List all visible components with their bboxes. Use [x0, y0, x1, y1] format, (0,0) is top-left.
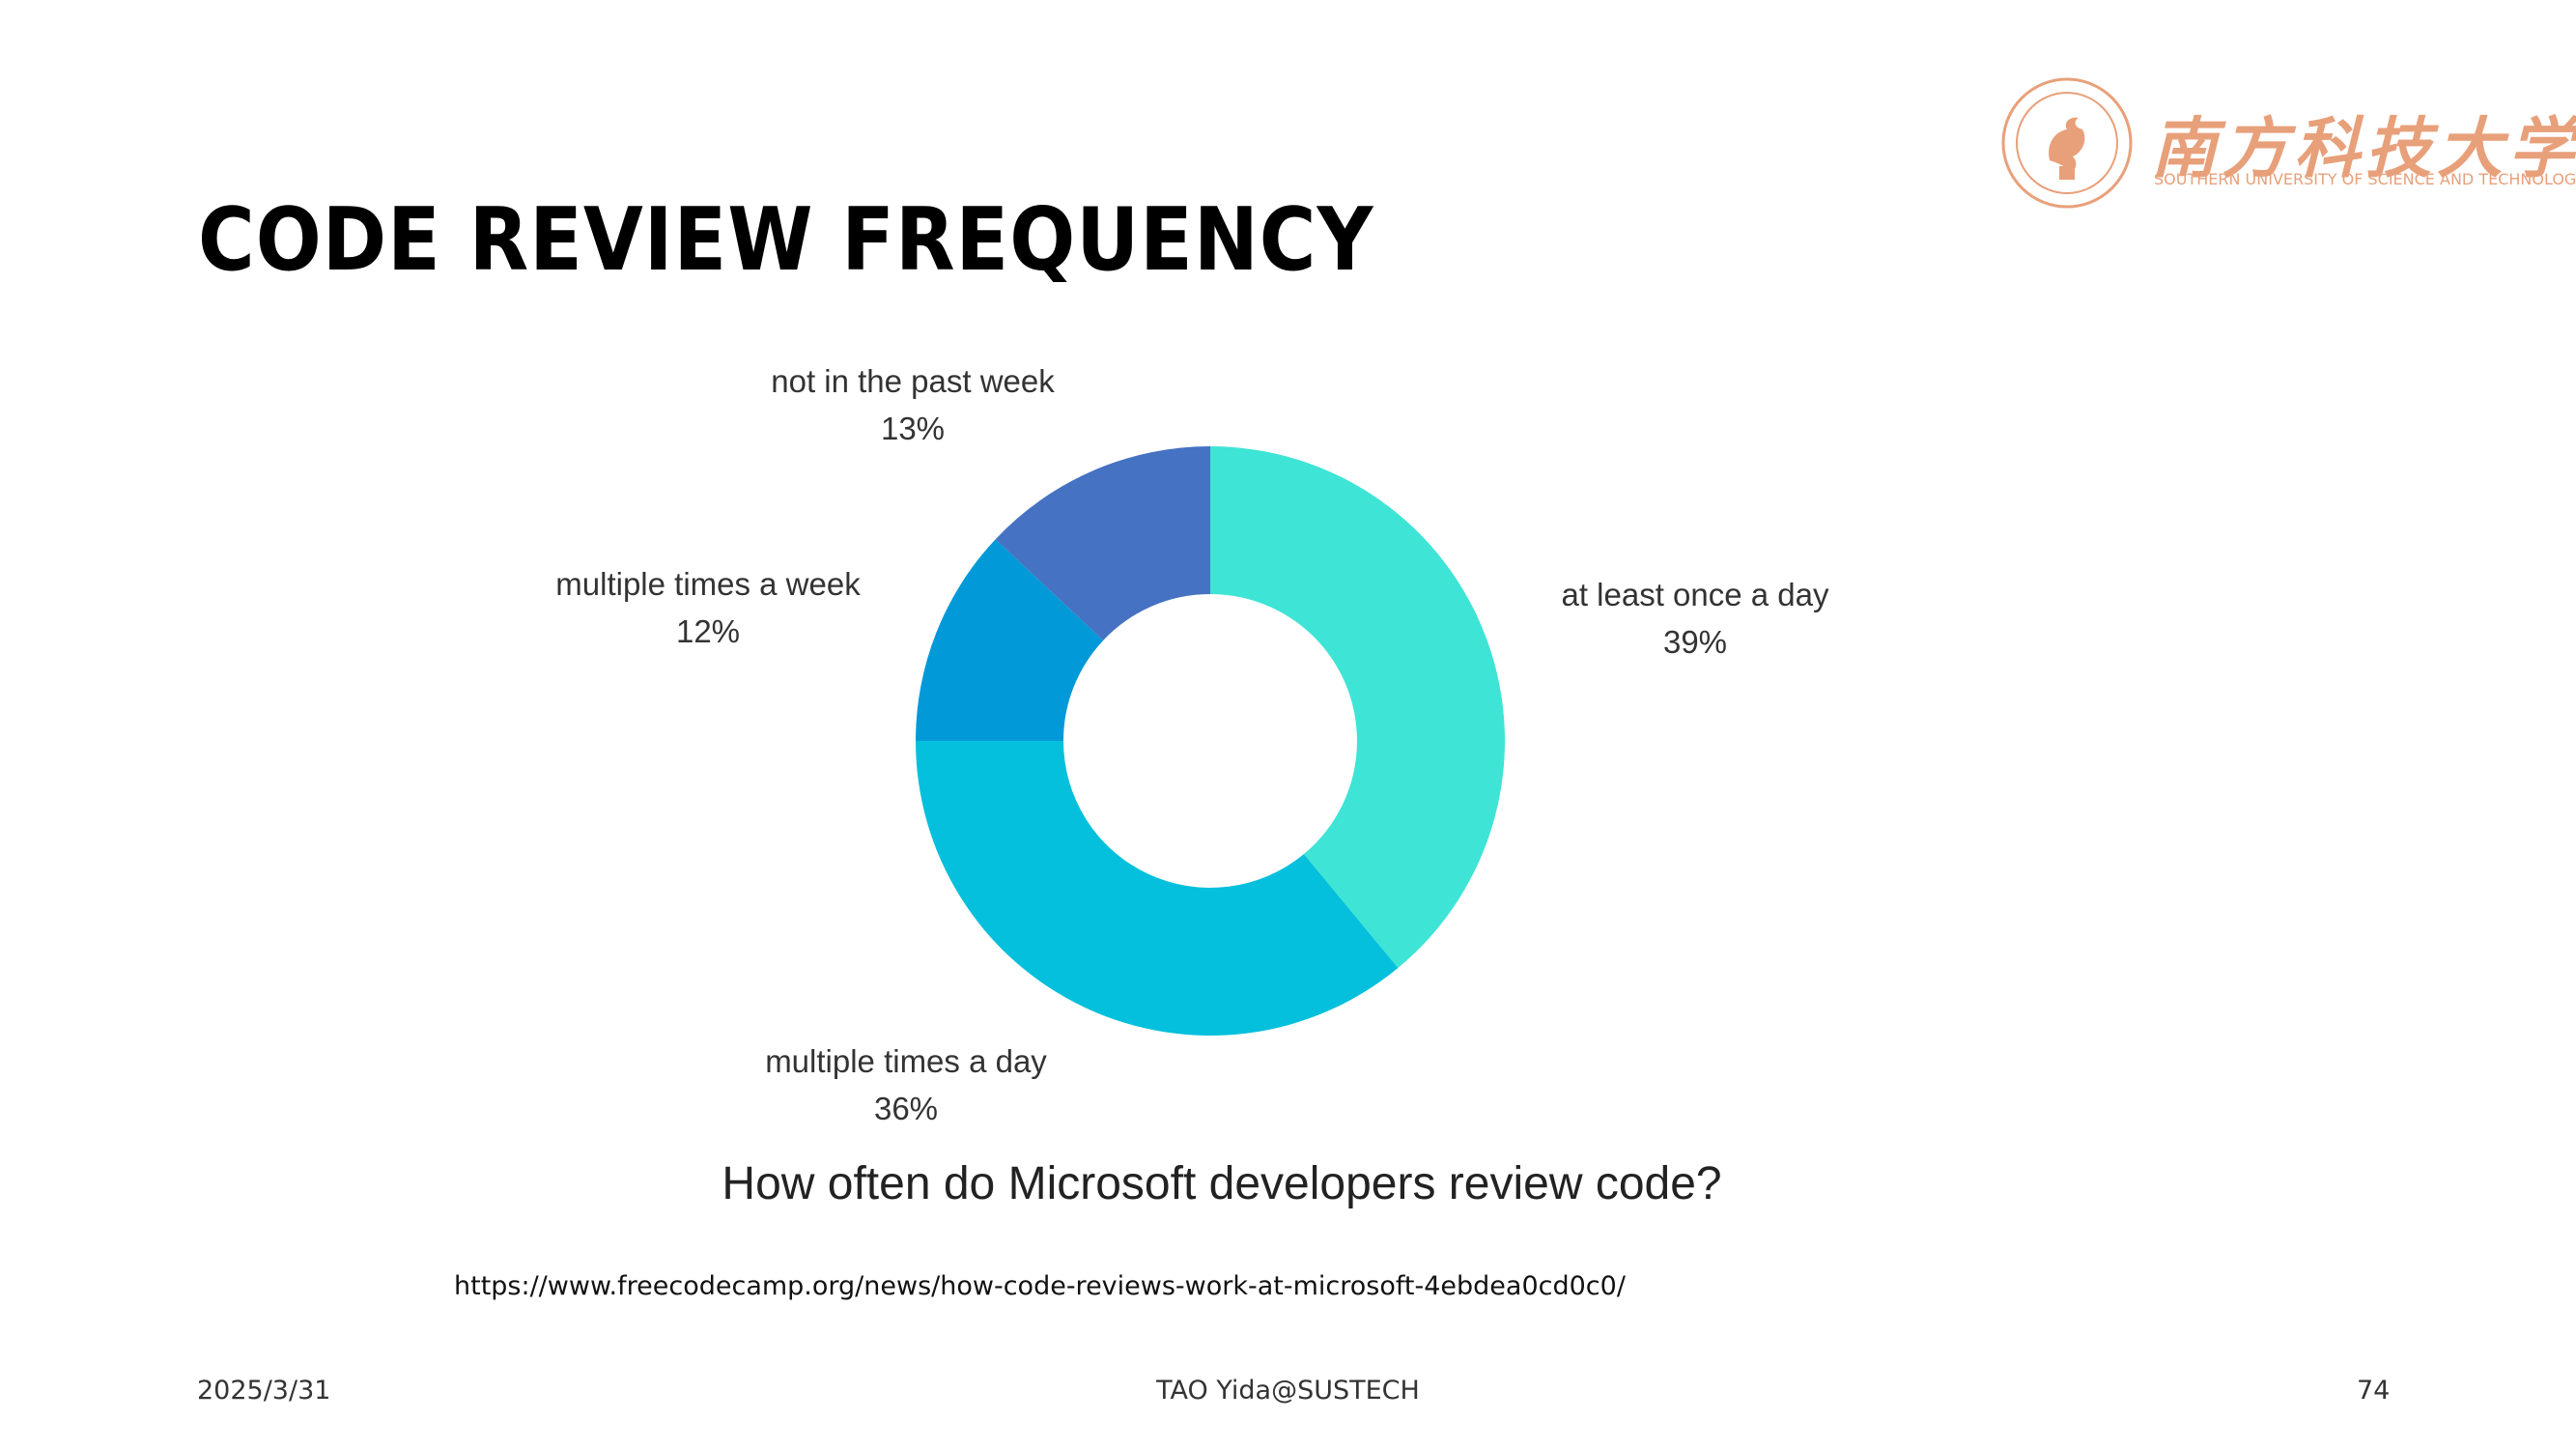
source-link[interactable]: https://www.freecodecamp.org/news/how-co…: [454, 1271, 1626, 1301]
slice-label: at least once a day: [1561, 577, 1829, 612]
footer-date: 2025/3/31: [197, 1376, 331, 1406]
donut-slice-at-least-once-a-day: [1210, 446, 1505, 969]
slice-value-label: 13%: [881, 411, 945, 446]
chart-title: How often do Microsoft developers review…: [722, 1158, 1722, 1209]
university-logo: 南方科技大学 SOUTHERN UNIVERSITY OF SCIENCE AN…: [1999, 75, 2576, 220]
slice-label: not in the past week: [771, 363, 1055, 399]
slice-label: multiple times a week: [555, 566, 861, 602]
logo-english-name: SOUTHERN UNIVERSITY OF SCIENCE AND TECHN…: [2154, 170, 2576, 188]
logo-chinese-name: 南方科技大学: [2151, 110, 2576, 187]
slice-value-label: 12%: [676, 613, 740, 649]
slice-value-label: 39%: [1663, 624, 1727, 660]
slice-label: multiple times a day: [765, 1043, 1047, 1079]
slice-value-label: 36%: [874, 1091, 938, 1126]
donut-slice-multiple-times-a-day: [916, 741, 1399, 1036]
slide-title: Code Review Frequency: [198, 189, 1374, 291]
page-number: 74: [2357, 1376, 2391, 1406]
footer-author: TAO Yida@SUSTECH: [1156, 1376, 1420, 1406]
donut-slice-multiple-times-a-week: [916, 539, 1104, 741]
university-seal-icon: [2001, 77, 2133, 209]
donut-slice-not-in-the-past-week: [995, 446, 1210, 640]
